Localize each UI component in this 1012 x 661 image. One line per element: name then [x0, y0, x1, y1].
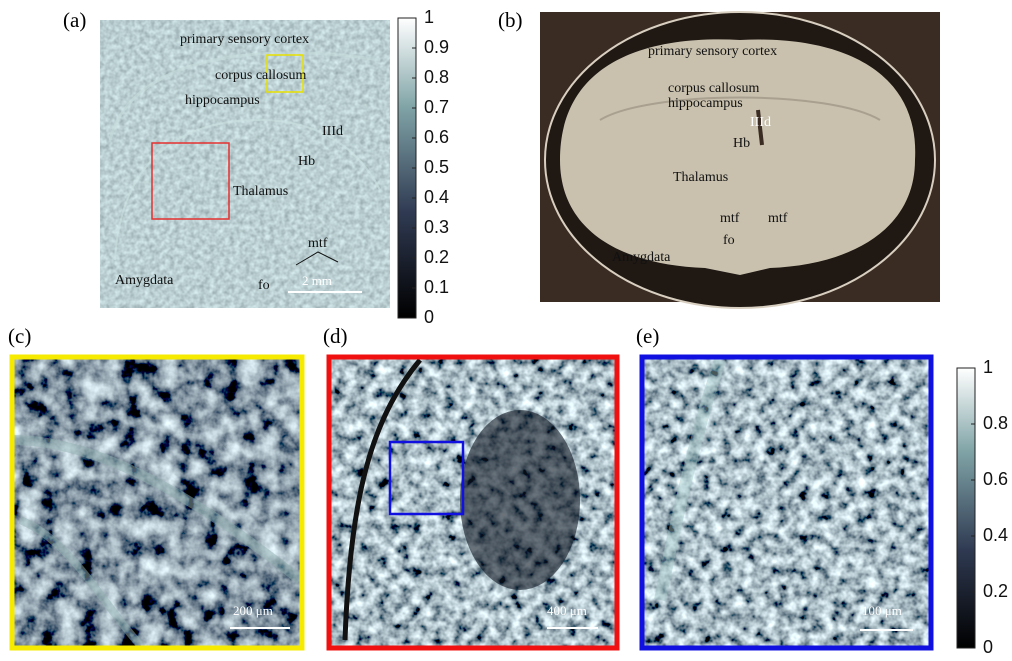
colorbar-tick-label: 0.4 [983, 525, 1008, 545]
colorbar-tick-label: 0.3 [424, 217, 449, 237]
annotation: primary sensory cortex [648, 44, 777, 59]
colorbar-tick-label: 0.5 [424, 157, 449, 177]
annotation: Thalamus [233, 184, 288, 199]
image [100, 20, 390, 308]
annotation: hippocampus [668, 96, 743, 111]
panel-c: (c) 200 μm [8, 324, 302, 648]
annotation: mtf [720, 211, 740, 226]
annotation: corpus callosum [668, 81, 759, 96]
colorbar-tick-label: 1 [424, 7, 434, 27]
colorbar-tick-label: 0 [424, 307, 434, 327]
annotation: hippocampus [185, 93, 260, 108]
annotation: Hb [298, 154, 315, 169]
annotation: fo [723, 233, 735, 248]
colorbar-tick-label: 0.2 [424, 247, 449, 267]
annotation: mtf [308, 236, 328, 251]
panel-label: (a) [63, 8, 86, 32]
annotation: Thalamus [673, 170, 728, 185]
brain-slice [560, 39, 915, 275]
annotation: primary sensory cortex [180, 32, 309, 47]
colorbar-tick-label: 0.1 [424, 277, 449, 297]
figure: (a) primary sensory cortex corpus callos… [0, 0, 1012, 656]
colorbar-tick-label: 0.7 [424, 97, 449, 117]
colorbar-tick-label: 0 [983, 637, 993, 656]
panel-label: (d) [323, 324, 348, 348]
colorbar-tick-label: 0.8 [983, 413, 1008, 433]
colorbar-tick-label: 0.8 [424, 67, 449, 87]
scale-bar-label: 200 μm [233, 603, 273, 618]
scale-bar-label: 400 μm [547, 603, 587, 618]
annotation: mtf [768, 211, 788, 226]
colorbar-tick-label: 0.6 [424, 127, 449, 147]
panel-a: (a) primary sensory cortex corpus callos… [63, 8, 390, 308]
annotation: fo [258, 278, 270, 293]
panel-label: (e) [636, 324, 659, 348]
panel-e: (e) 100 μm [636, 324, 931, 648]
annotation: IIId [750, 115, 771, 130]
colorbar-tick-label: 0.9 [424, 37, 449, 57]
colorbar [957, 368, 975, 648]
annotation: corpus callosum [215, 68, 306, 83]
annotation: Amygdata [612, 250, 671, 265]
annotation: IIId [322, 124, 343, 139]
scale-bar-label: 2 mm [302, 273, 332, 288]
colorbar-tick-label: 1 [983, 357, 993, 377]
panel-d: (d) 400 μm [323, 324, 617, 648]
colorbar-tick-label: 0.6 [983, 469, 1008, 489]
annotation: Hb [733, 136, 750, 151]
colorbar-tick-label: 0.4 [424, 187, 449, 207]
colorbar-tick-label: 0.2 [983, 581, 1008, 601]
annotation: Amygdata [115, 273, 174, 288]
structure [460, 410, 580, 590]
panel-label: (b) [498, 8, 523, 32]
panel-label: (c) [8, 324, 31, 348]
panel-b: (b) primary sensory cortex corpus callos… [498, 8, 940, 308]
scale-bar-label: 100 μm [862, 603, 902, 618]
